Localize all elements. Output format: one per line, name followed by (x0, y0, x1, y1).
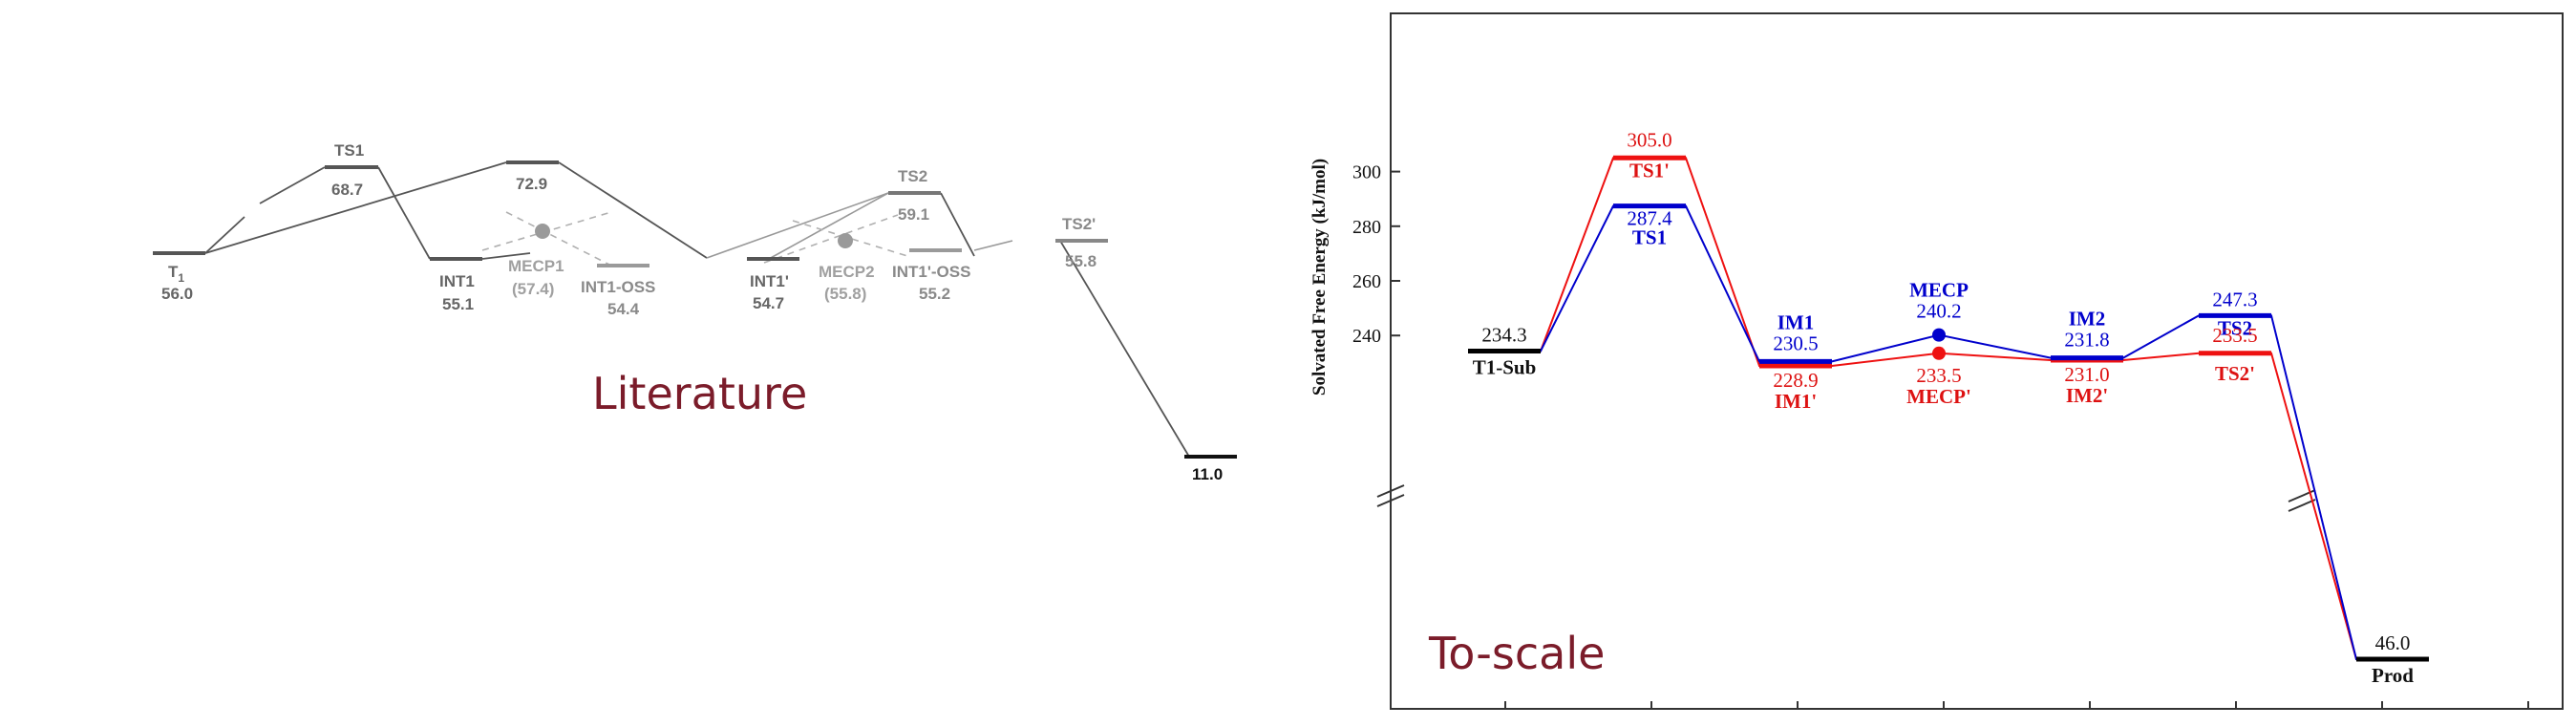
lit-label-mecp1: MECP1 (508, 257, 564, 275)
lit-connector (204, 161, 507, 254)
blue-state-label: Prod (2372, 664, 2414, 687)
plot-frame (1390, 12, 2564, 710)
red-state-label: IM1' (1775, 390, 1817, 413)
lit-value-ts2: 59.1 (898, 205, 929, 224)
lit-value-int1p: 54.7 (753, 294, 784, 312)
blue-state-label: IM1 (1778, 310, 1815, 333)
lit-connector (204, 216, 245, 254)
caption-literature: Literature (592, 368, 807, 419)
lit-label-t1: T1 (168, 263, 184, 285)
series-blue-group (1468, 203, 2429, 662)
lit-value-int1: 55.1 (442, 295, 474, 313)
red-value-label: 233.5 (1916, 364, 1961, 387)
lit-value-oss1: 54.4 (607, 300, 640, 318)
blue-value-label: 234.3 (1481, 324, 1526, 347)
series-line (1468, 157, 2429, 660)
lit-value-oss2: 55.2 (919, 285, 950, 303)
lit-connector (259, 166, 326, 204)
red-state-label: TS1' (1629, 159, 1670, 182)
series-red-group (1468, 155, 2429, 660)
lit-value-prod: 11.0 (1192, 465, 1223, 483)
blue-value-label: 231.8 (2064, 329, 2109, 352)
lit-label-ts2p: TS2' (1062, 215, 1096, 233)
lit-connector (973, 240, 1013, 251)
red-state-label: TS2' (2215, 362, 2255, 385)
y-axis-break-mark (1376, 494, 1405, 507)
lit-label-int1: INT1 (439, 272, 475, 290)
blue-state-label: TS2 (2218, 316, 2252, 339)
blue-value-label: 287.4 (1627, 207, 1672, 230)
lit-connector (768, 192, 889, 260)
caption-to-scale: To-scale (1428, 628, 1605, 679)
lit-label-mecp2: MECP2 (819, 263, 875, 281)
lit-label-oss2: INT1'-OSS (892, 263, 970, 281)
lit-value-ts2p: 55.8 (1065, 252, 1096, 270)
lit-value-u: 72.9 (516, 175, 547, 193)
lit-connector (558, 161, 708, 259)
y-tick-label: 300 (1352, 162, 1381, 183)
lit-mecp-dash (792, 220, 908, 257)
lit-mecp1-dot (535, 224, 550, 239)
lit-connector (706, 192, 889, 259)
lit-connector (481, 252, 531, 260)
lit-mecp2-dot (838, 233, 853, 248)
to-scale-panel: 240 260 280 300 Solvated Free Energy (kJ/mo… (1309, 12, 2564, 710)
red-value-label: 231.0 (2064, 363, 2109, 386)
lit-label-ts1: TS1 (334, 141, 364, 160)
lit-label-oss1: INT1-OSS (581, 278, 655, 296)
lit-value-mecp2: (55.8) (824, 285, 866, 303)
lit-mecp-dash (763, 214, 899, 264)
lit-connector (1059, 240, 1190, 458)
lit-value-ts1: 68.7 (331, 181, 363, 199)
y-axis-label: Solvated Free Energy (kJ/mol) (1309, 159, 1330, 396)
red-value-label: 233.5 (2212, 324, 2257, 347)
y-tick-label: 240 (1352, 326, 1381, 347)
y-tick-label: 280 (1352, 217, 1381, 238)
blue-value-label: 230.5 (1773, 331, 1818, 354)
blue-state-label: IM2 (2069, 308, 2106, 331)
red-state-label: MECP' (1906, 385, 1971, 408)
lit-label-ts2: TS2 (898, 167, 927, 185)
blue-value-label: 240.2 (1916, 300, 1961, 323)
curve-break-mark (2288, 499, 2316, 512)
lit-connector (940, 192, 975, 257)
red-value-label: 305.0 (1627, 128, 1671, 151)
lit-value-t1: 56.0 (161, 285, 193, 303)
series-line (1468, 204, 2429, 660)
y-ticks: 240 260 280 300 (1352, 162, 1400, 347)
mecp-point (1932, 328, 1946, 342)
red-value-label: 228.9 (1773, 369, 1818, 392)
mecp-point (1932, 346, 1946, 360)
lit-connector (377, 166, 431, 260)
red-state-label: IM2' (2066, 384, 2108, 407)
lit-value-mecp1: (57.4) (512, 280, 554, 298)
lit-label-int1p: INT1' (750, 272, 789, 290)
blue-state-label: T1-Sub (1473, 356, 1537, 379)
x-ticks (1504, 701, 2529, 709)
literature-panel: T1 56.0 TS1 68.7 INT1 55.1 72.9 MECP1 (5… (153, 141, 1237, 483)
y-axis-break-mark (1376, 484, 1405, 498)
y-tick-label: 260 (1352, 271, 1381, 292)
blue-value-label: 46.0 (2375, 631, 2411, 654)
blue-value-label: 247.3 (2212, 288, 2257, 310)
blue-state-label: TS1 (1632, 226, 1667, 249)
blue-state-label: MECP (1909, 279, 1969, 302)
